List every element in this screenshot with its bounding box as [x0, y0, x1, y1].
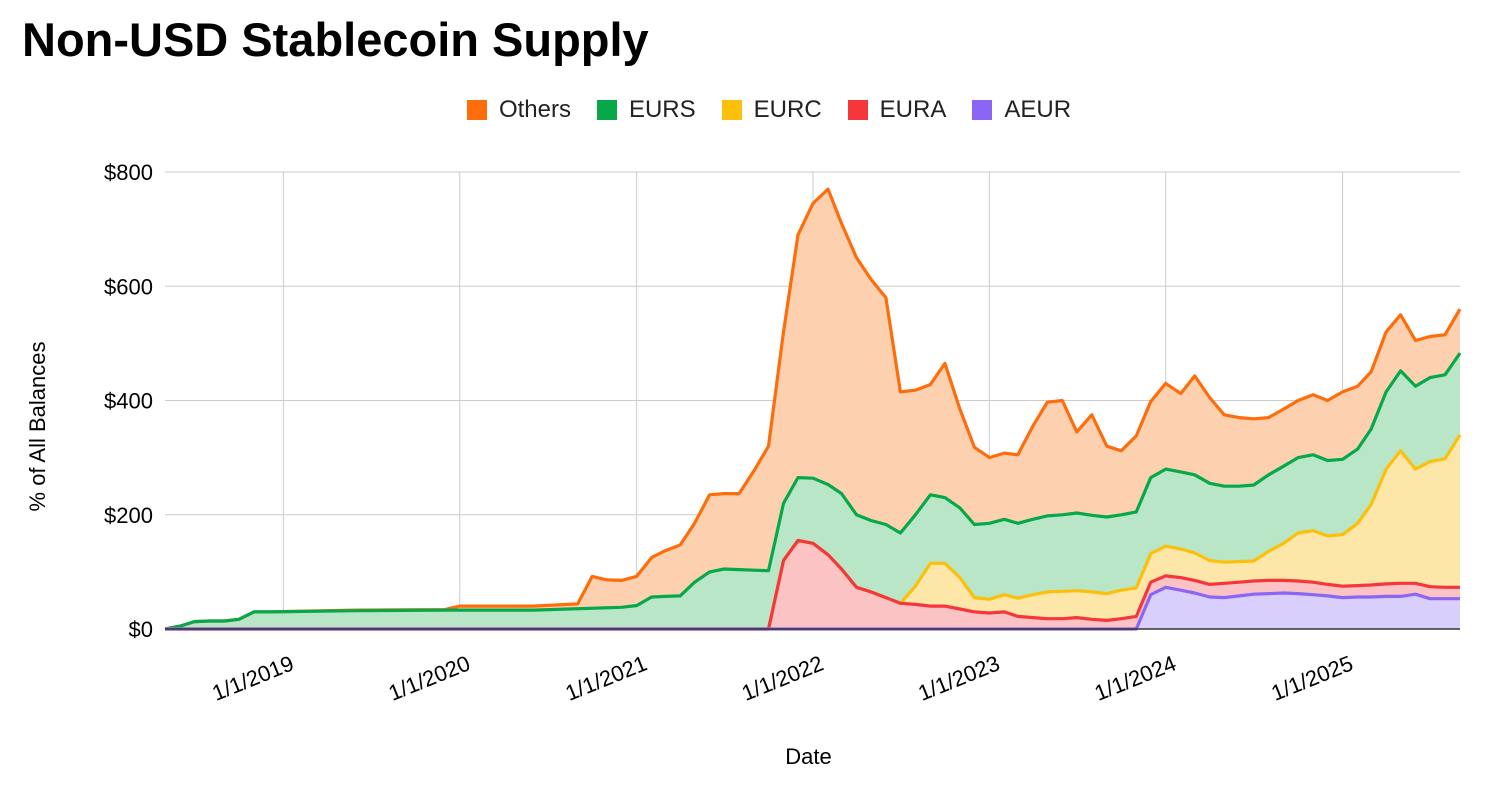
legend-swatch [466, 100, 487, 120]
legend-label: AEUR [1004, 96, 1072, 123]
y-tick-label: $600 [104, 274, 153, 299]
legend-label: EURC [753, 96, 822, 123]
series-line-eura [165, 538, 1460, 631]
y-tick-label: $400 [104, 389, 153, 414]
legend-item-eura: EURA [847, 96, 947, 124]
series-line-eurs [164, 352, 1462, 631]
series-lines [164, 187, 1462, 631]
chart-title: Non-USD Stablecoin Supply [22, 13, 649, 66]
y-tick-label: $800 [104, 160, 153, 185]
series-line-others [164, 187, 1462, 631]
y-axis-title: % of All Balances [25, 342, 50, 512]
legend-swatch [847, 100, 868, 120]
x-tick-label: 1/1/2019 [208, 650, 297, 705]
legend-label: EURS [628, 96, 696, 123]
x-tick-label: 1/1/2023 [914, 650, 1003, 705]
x-tick-label: 1/1/2025 [1268, 650, 1357, 705]
legend-swatch [972, 100, 993, 120]
legend-item-aeur: AEUR [972, 96, 1071, 124]
series-area-eura [165, 540, 1460, 629]
x-axis-title: Date [785, 744, 831, 769]
legend-item-others: Others [466, 96, 571, 124]
legend-label: Others [498, 96, 571, 123]
series-line-aeur [165, 585, 1460, 631]
series-area-aeur [165, 587, 1460, 629]
legend-item-eurs: EURS [596, 96, 696, 124]
series-area-eurs [165, 353, 1460, 629]
series-fills [165, 189, 1460, 629]
y-tick-label: $200 [104, 503, 153, 528]
x-tick-label: 1/1/2022 [738, 650, 827, 705]
x-tick-label: 1/1/2020 [385, 650, 474, 705]
legend-swatch [596, 100, 617, 120]
x-tick-label: 1/1/2021 [562, 650, 651, 705]
x-tick-label: 1/1/2024 [1091, 650, 1180, 705]
y-tick-label: $0 [129, 617, 153, 642]
legend-swatch [721, 100, 742, 120]
legend-label: EURA [879, 96, 947, 123]
legend-item-eurc: EURC [721, 96, 822, 124]
chart-legend: Others EURS EURC EURA AEUR [0, 96, 1486, 124]
